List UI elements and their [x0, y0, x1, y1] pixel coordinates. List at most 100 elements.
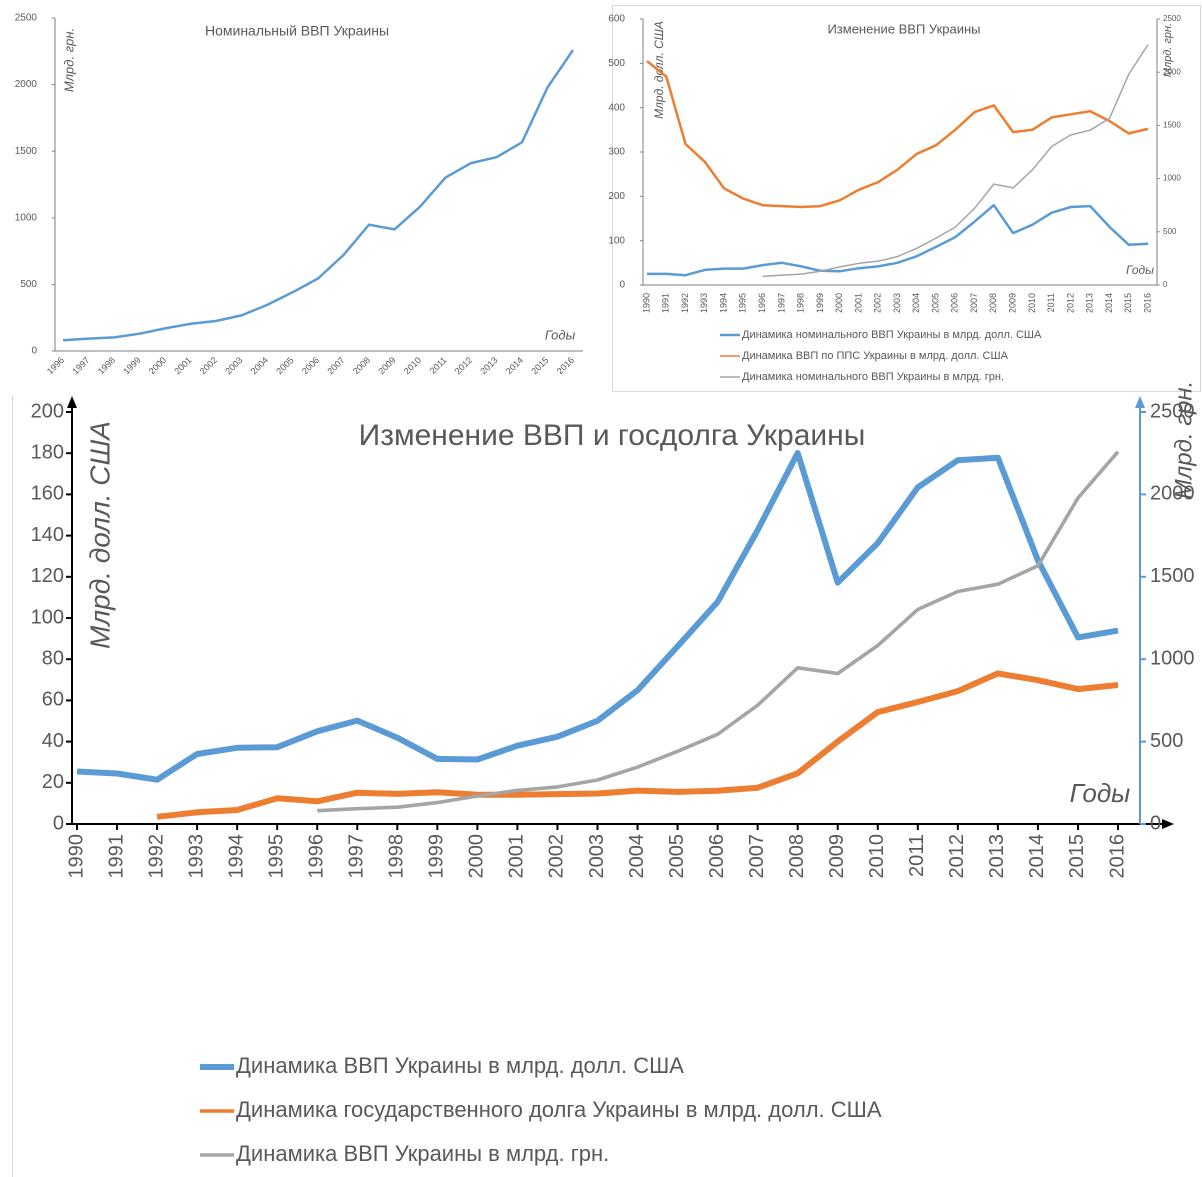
x-tick-label: 2001: [506, 834, 528, 879]
x-tick-label: 2014: [504, 355, 525, 376]
y-tick-label: 300: [608, 147, 625, 158]
x-tick-label: 1992: [145, 834, 167, 879]
y-tick-label: 0: [31, 346, 37, 357]
x-tick-label: 2000: [147, 355, 168, 376]
y2-tick-label: 2500: [1163, 14, 1181, 23]
x-axis-label: Годы: [545, 327, 576, 342]
x-tick-label: 2015: [1123, 293, 1133, 313]
axis-arrow: [1162, 819, 1174, 829]
y2-tick-label: 1500: [1163, 121, 1181, 130]
y-tick-label: 2500: [15, 13, 38, 24]
y2-tick-label: 1000: [1150, 647, 1195, 669]
y-tick-label: 500: [20, 279, 37, 290]
y-tick-label: 100: [31, 606, 64, 628]
x-tick-label: 2016: [555, 355, 576, 376]
y2-tick-label: 500: [1163, 227, 1177, 236]
x-tick-label: 2003: [892, 293, 902, 313]
x-tick-label: 2001: [853, 293, 863, 313]
x-tick-label: 2001: [172, 355, 193, 376]
x-tick-label: 2006: [706, 834, 728, 879]
x-tick-label: 2011: [428, 355, 449, 376]
x-axis-label: Годы: [1070, 778, 1131, 808]
x-tick-label: 1998: [96, 355, 117, 376]
chart-title: Изменение ВВП и госдолга Украины: [359, 419, 866, 452]
y-tick-label: 600: [608, 14, 625, 25]
x-tick-label: 2002: [198, 355, 219, 376]
x-tick-label: 2010: [866, 834, 888, 879]
y-tick-label: 120: [31, 565, 64, 587]
x-tick-label: 1998: [796, 293, 806, 313]
x-tick-label: 1991: [661, 293, 671, 313]
x-tick-label: 2012: [1065, 293, 1075, 313]
x-tick-label: 2005: [274, 355, 295, 376]
x-tick-label: 1999: [815, 293, 825, 313]
x-tick-label: 2003: [586, 834, 608, 879]
x-tick-label: 2014: [1104, 293, 1114, 313]
x-tick-label: 2005: [930, 293, 940, 313]
line: [62, 49, 575, 342]
x-tick-label: 2013: [986, 834, 1008, 879]
y-tick-label: 40: [42, 730, 64, 752]
x-tick-label: 1999: [121, 355, 142, 376]
y-tick-label: 140: [31, 524, 64, 546]
y-tick-label: 180: [31, 441, 64, 463]
x-tick-label: 2007: [325, 355, 346, 376]
x-tick-label: 1991: [105, 834, 127, 879]
line: [646, 60, 1149, 209]
axis-arrow: [67, 396, 77, 408]
x-tick-label: 1998: [386, 834, 408, 879]
y2-tick-label: 1500: [1150, 565, 1195, 587]
y-tick-label: 0: [53, 812, 64, 834]
legend-label: Динамика ВВП Украины в млрд. долл. США: [236, 1053, 684, 1078]
y-tick-label: 500: [608, 58, 625, 69]
x-tick-label: 2006: [300, 355, 321, 376]
y-axis-label: Млрд. грн.: [61, 28, 76, 92]
x-tick-label: 1994: [225, 834, 247, 879]
x-tick-label: 2008: [351, 355, 372, 376]
y-tick-label: 0: [619, 280, 625, 291]
y-tick-label: 100: [608, 235, 625, 246]
x-axis-label: Годы: [1126, 263, 1154, 277]
x-tick-label: 1993: [699, 293, 709, 313]
y2-tick-label: 2000: [1163, 67, 1181, 76]
x-tick-label: 2004: [626, 834, 648, 879]
x-tick-label: 2005: [666, 834, 688, 879]
y-tick-label: 60: [42, 689, 64, 711]
y-tick-label: 400: [608, 102, 625, 113]
x-tick-label: 2011: [906, 834, 928, 877]
x-tick-label: 2000: [466, 834, 488, 879]
y-tick-label: 2000: [15, 79, 38, 90]
x-tick-label: 2009: [376, 355, 397, 376]
x-tick-label: 1995: [265, 834, 287, 879]
y-tick-label: 1500: [15, 146, 38, 157]
line-y2: [762, 44, 1149, 278]
y-tick-label: 200: [608, 191, 625, 202]
y2-tick-label: 1000: [1163, 174, 1181, 183]
y2-tick-label: 2000: [1150, 483, 1195, 505]
x-tick-label: 1990: [65, 834, 87, 879]
y-tick-label: 160: [31, 483, 64, 505]
x-tick-label: 2016: [1142, 293, 1152, 313]
y2-tick-label: 0: [1163, 280, 1168, 289]
x-tick-label: 2010: [402, 355, 423, 376]
x-tick-label: 2003: [223, 355, 244, 376]
x-tick-label: 2013: [478, 355, 499, 376]
x-tick-label: 1997: [70, 355, 91, 376]
x-tick-label: 2002: [873, 293, 883, 313]
y-axis-label: Млрд. долл. США: [84, 421, 115, 649]
y2-tick-label: 0: [1150, 812, 1161, 834]
chart-title: Изменение ВВП Украины: [827, 21, 980, 36]
x-tick-label: 1996: [306, 834, 328, 879]
x-tick-label: 2004: [911, 293, 921, 313]
x-tick-label: 2011: [1046, 293, 1056, 312]
y2-axis-label: Млрд. грн.: [1170, 381, 1197, 500]
y-tick-label: 20: [42, 771, 64, 793]
line: [76, 450, 1119, 783]
legend-label: Динамика номинального ВВП Украины в млрд…: [742, 371, 1004, 383]
x-tick-label: 2009: [1007, 293, 1017, 313]
x-tick-label: 2016: [1106, 834, 1128, 879]
x-tick-label: 1993: [185, 834, 207, 879]
x-tick-label: 1999: [426, 834, 448, 879]
x-tick-label: 2015: [1066, 834, 1088, 879]
